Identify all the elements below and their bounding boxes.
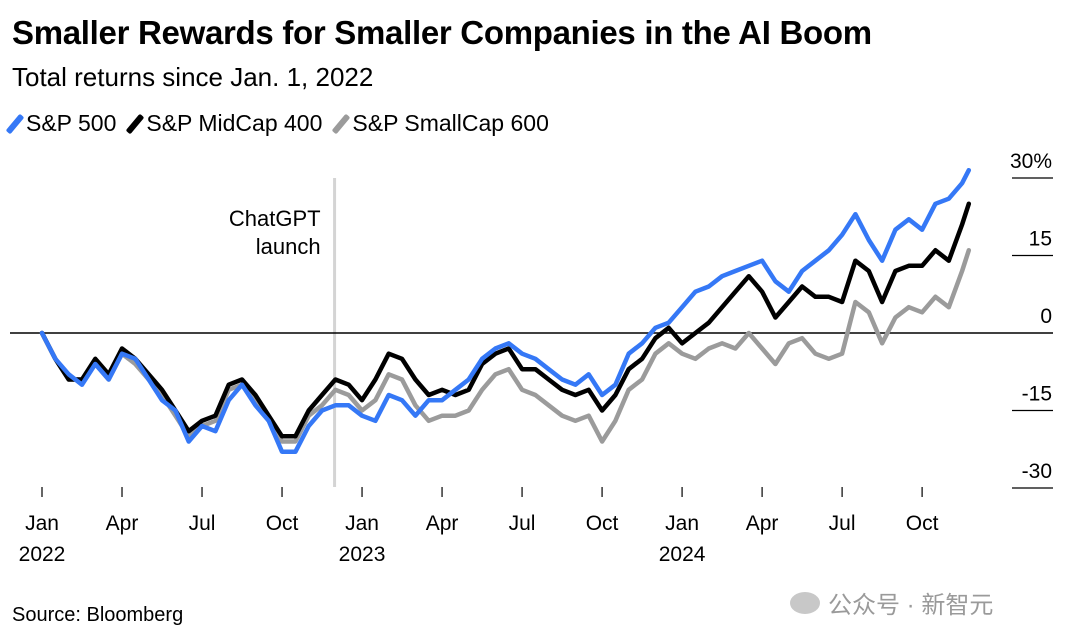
x-year-label: 2022 (19, 543, 66, 566)
legend-label: S&P 500 (26, 110, 117, 136)
x-year-label: 2023 (339, 543, 386, 566)
x-tick-label: Jul (509, 512, 536, 535)
watermark: 公众号 · 新智元 (790, 585, 993, 620)
legend: S&P 500 S&P MidCap 400 S&P SmallCap 600 (5, 110, 549, 137)
legend-label: S&P SmallCap 600 (352, 110, 549, 136)
series-line-s-p-500 (39, 167, 972, 455)
legend-label: S&P MidCap 400 (146, 110, 323, 136)
x-tick-label: Jan (345, 512, 379, 535)
x-tick-label: Apr (426, 512, 459, 535)
watermark-text: 公众号 · 新智元 (828, 592, 994, 619)
x-tick-label: Jan (25, 512, 59, 535)
x-tick-label: Oct (586, 512, 619, 535)
chart-subtitle: Total returns since Jan. 1, 2022 (12, 62, 374, 92)
chart-title: Smaller Rewards for Smaller Companies in… (12, 14, 872, 51)
source-note: Source: Bloomberg (12, 604, 184, 626)
x-tick-label: Oct (266, 512, 299, 535)
wechat-icon (790, 591, 820, 614)
series-line-s-p-midcap-400 (39, 201, 972, 439)
annotation-label: ChatGPT (229, 206, 321, 231)
legend-item-smallcap600: S&P SmallCap 600 (332, 110, 549, 137)
legend-item-sp500: S&P 500 (5, 110, 117, 137)
y-tick-label: -30 (1022, 460, 1052, 483)
x-tick-label: Jul (829, 512, 856, 535)
y-tick-label: -15 (1022, 383, 1052, 406)
legend-item-midcap400: S&P MidCap 400 (126, 110, 323, 137)
x-tick-label: Apr (746, 512, 779, 535)
x-tick-label: Oct (906, 512, 939, 535)
x-tick-label: Jul (189, 512, 216, 535)
annotation-label: launch (256, 234, 321, 259)
y-tick-label: 0 (1040, 305, 1052, 328)
y-tick-label: 30% (1010, 150, 1052, 173)
x-year-label: 2024 (659, 543, 706, 566)
x-tick-label: Jan (665, 512, 699, 535)
y-tick-label: 15 (1029, 227, 1052, 250)
x-tick-label: Apr (106, 512, 139, 535)
